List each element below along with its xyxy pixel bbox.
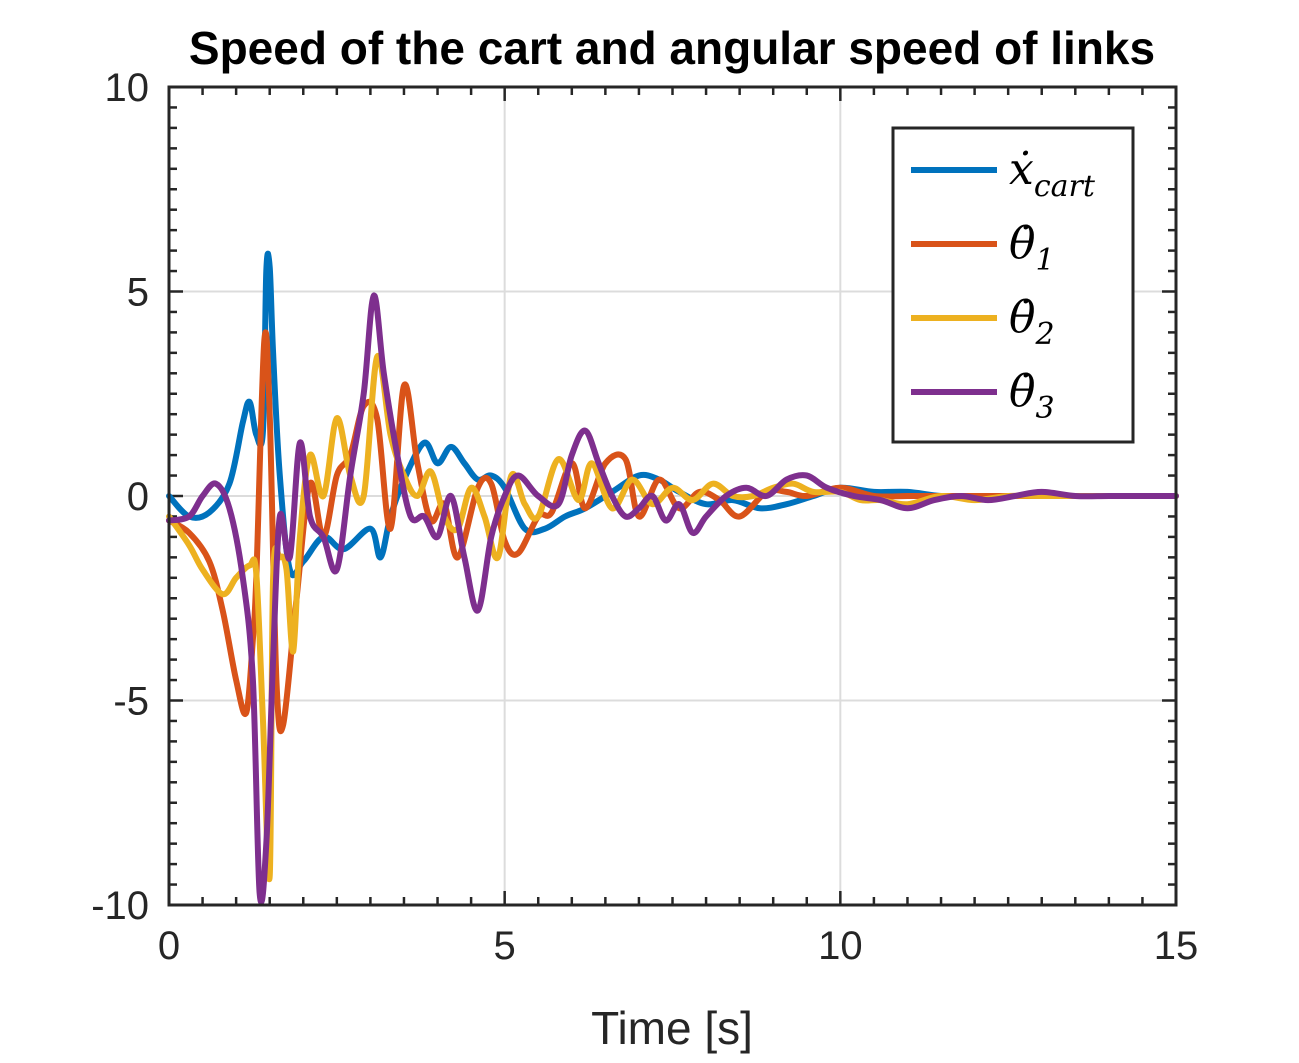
legend-entry-subscript: cart: [1034, 169, 1096, 204]
legend-entry-symbol: θ̇: [1009, 366, 1036, 417]
legend-entry: ẋcart: [1009, 144, 1096, 204]
legend-entry: θ̇1: [1009, 218, 1055, 278]
legend-entry-subscript: 2: [1035, 317, 1055, 352]
x-tick-label: 0: [158, 924, 180, 968]
y-tick-label: 0: [127, 475, 149, 519]
legend-entry-subscript: 3: [1036, 391, 1055, 426]
plot-lines: [166, 250, 1179, 905]
y-tick-label: 5: [127, 271, 149, 315]
series-line-4: [166, 292, 1179, 905]
axes-frame: [167, 85, 1178, 907]
y-tick-label: 10: [105, 66, 150, 110]
x-tick-label: 15: [1154, 924, 1199, 968]
legend-entry: θ̇3: [1009, 366, 1055, 426]
legend-entry-symbol: θ̇: [1009, 292, 1036, 343]
chart-title: Speed of the cart and angular speed of l…: [189, 22, 1155, 74]
legend-entry-symbol: ẋ: [1009, 144, 1034, 195]
tick-labels: 0 5 10 15 -10 -5 0 5 10: [91, 66, 1198, 968]
legend-entry-subscript: 1: [1036, 243, 1055, 278]
x-axis-label: Time [s]: [591, 1002, 753, 1054]
x-tick-label: 5: [494, 924, 516, 968]
x-tick-label: 10: [818, 924, 863, 968]
y-tick-label: -10: [91, 884, 149, 928]
legend-entry-symbol: θ̇: [1009, 218, 1036, 269]
legend-entry: θ̇2: [1009, 292, 1055, 352]
y-tick-label: -5: [113, 680, 149, 724]
